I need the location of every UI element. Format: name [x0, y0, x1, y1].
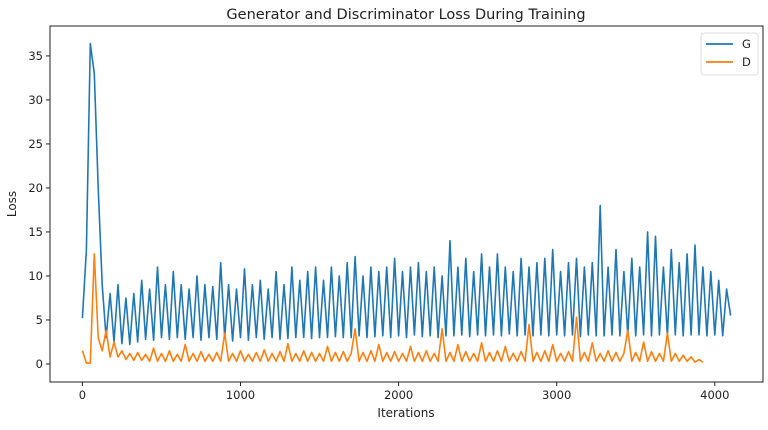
legend-label-g: G — [742, 37, 751, 51]
x-axis-label: Iterations — [377, 406, 434, 420]
x-tick-label: 0 — [79, 388, 86, 402]
y-tick-label: 20 — [28, 181, 43, 195]
x-tick-label: 2000 — [384, 388, 413, 402]
y-tick-label: 0 — [36, 357, 43, 371]
series-line-d — [81, 253, 704, 364]
x-tick-label: 3000 — [542, 388, 571, 402]
y-tick-label: 30 — [28, 93, 43, 107]
y-tick-label: 10 — [28, 269, 43, 283]
y-axis-ticks: 0 5 10 15 20 25 30 35 — [28, 49, 50, 371]
x-axis-ticks: 0 1000 2000 3000 4000 — [79, 382, 729, 402]
x-tick-label: 1000 — [226, 388, 255, 402]
y-axis-label: Loss — [5, 191, 19, 217]
legend: G D — [700, 32, 759, 76]
y-tick-label: 25 — [28, 137, 43, 151]
x-tick-label: 4000 — [700, 388, 729, 402]
y-tick-label: 5 — [36, 313, 43, 327]
series-layer — [81, 42, 732, 364]
legend-label-d: D — [742, 55, 751, 69]
y-tick-label: 35 — [28, 49, 43, 63]
plot-frame — [49, 25, 764, 383]
y-tick-label: 15 — [28, 225, 43, 239]
series-line-g — [81, 42, 732, 346]
chart-title: Generator and Discriminator Loss During … — [226, 7, 585, 23]
